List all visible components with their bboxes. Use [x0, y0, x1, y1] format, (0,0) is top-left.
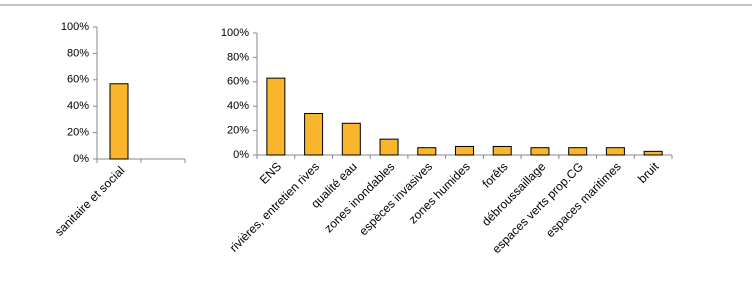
bar — [266, 77, 286, 156]
bar — [492, 145, 512, 156]
x-tick-label: forêts — [479, 159, 510, 190]
y-tick-label: 20% — [227, 125, 249, 137]
y-tick-label: 20% — [67, 127, 89, 139]
y-tick-label: 100% — [221, 27, 249, 39]
y-tick-label: 80% — [227, 51, 249, 63]
bar — [605, 147, 625, 156]
y-tick-label: 60% — [227, 76, 249, 88]
bar — [455, 145, 474, 156]
y-tick-label: 0% — [73, 153, 89, 165]
y-tick-label: 100% — [61, 21, 89, 33]
x-tick-label: sanitaire et social — [52, 163, 127, 238]
bar — [109, 83, 129, 160]
bar — [530, 147, 550, 156]
bar — [304, 113, 324, 156]
bar — [568, 147, 588, 156]
x-tick-label: bruit — [635, 159, 662, 186]
y-tick-label: 80% — [67, 47, 89, 59]
x-tick-label: ENS — [257, 159, 284, 186]
y-tick-label: 40% — [227, 100, 249, 112]
bar — [341, 122, 361, 156]
y-tick-label: 60% — [67, 74, 89, 86]
bar — [417, 147, 437, 156]
bar — [379, 138, 399, 156]
y-tick-label: 40% — [67, 100, 89, 112]
bar — [643, 150, 663, 156]
y-tick-label: 0% — [233, 149, 249, 161]
